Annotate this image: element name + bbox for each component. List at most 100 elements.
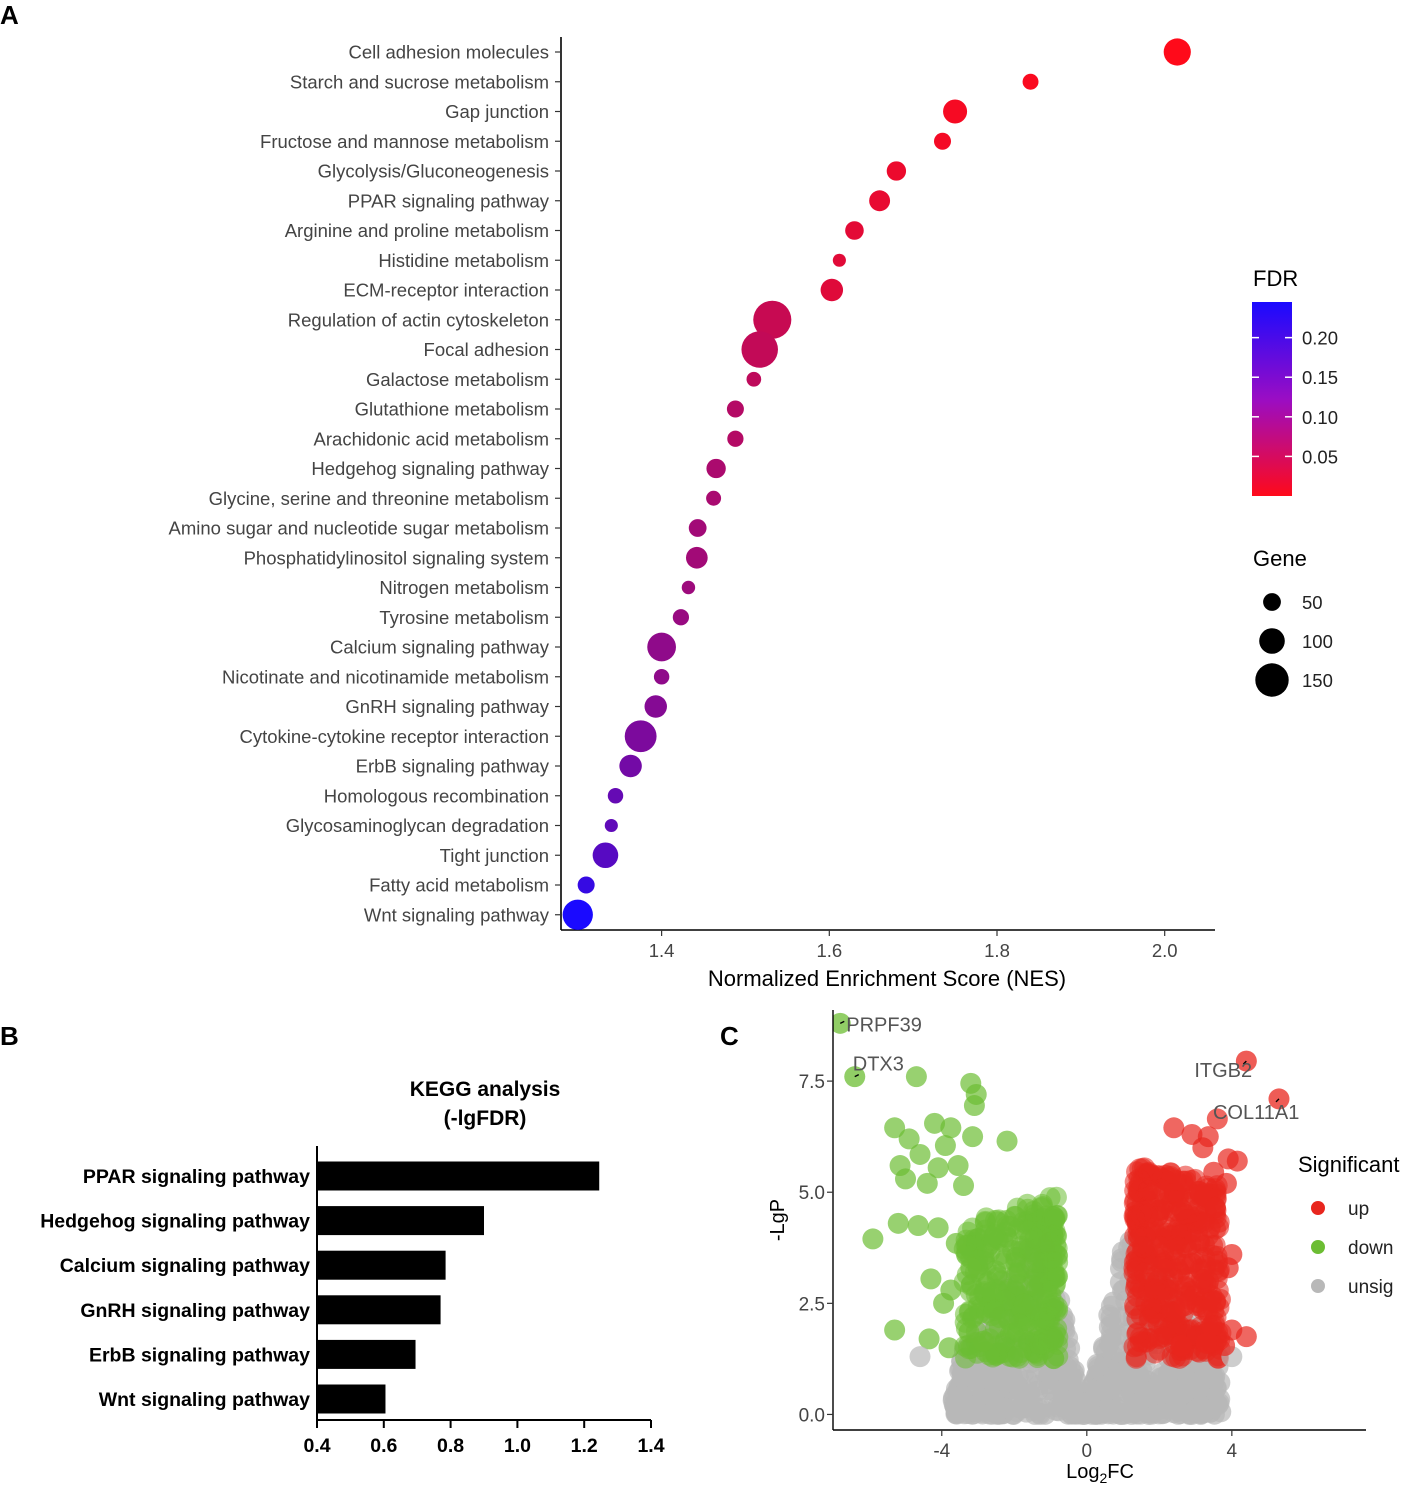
down-point (960, 1257, 982, 1279)
down-point (1005, 1251, 1027, 1273)
pathway-label: Wnt signaling pathway (364, 904, 550, 925)
pathway-dot (619, 754, 642, 778)
down-point (996, 1130, 1018, 1152)
down-point (953, 1175, 975, 1197)
pathway-dot (753, 300, 792, 339)
down-point (980, 1281, 1002, 1303)
up-point (1132, 1236, 1154, 1258)
kegg-bar (317, 1339, 416, 1369)
pathway-label: Starch and sucrose metabolism (290, 71, 549, 92)
down-point (1040, 1232, 1062, 1254)
pathway-dot (624, 720, 657, 753)
legend-label-down: down (1348, 1238, 1393, 1259)
down-point (862, 1228, 884, 1250)
up-point (1138, 1309, 1160, 1331)
up-point (1124, 1298, 1146, 1320)
unsig-point (1093, 1336, 1115, 1358)
panel-a-y-labels: Cell adhesion molecules Starch and sucros… (169, 42, 561, 925)
down-point (984, 1224, 1006, 1246)
up-point (1190, 1183, 1212, 1205)
pathway-label: Nicotinate and nicotinamide metabolism (222, 666, 549, 687)
gene-size-swatch (1259, 628, 1285, 654)
up-point (1169, 1236, 1191, 1258)
down-point (927, 1157, 949, 1179)
pathway-dot (943, 99, 968, 124)
pathway-dot (869, 190, 891, 212)
pathway-dot (644, 695, 667, 718)
x-tick-label: 0.4 (303, 1435, 330, 1457)
pathway-dot (562, 899, 593, 930)
pathway-dot (933, 132, 952, 150)
panel-b-title-line-1: KEGG analysis (410, 1078, 561, 1101)
pathway-label: Cytokine-cytokine receptor interaction (239, 726, 549, 747)
gene-label-leader (1275, 1098, 1280, 1103)
kegg-bar (317, 1161, 600, 1191)
down-point (947, 1155, 969, 1177)
down-point (1042, 1328, 1064, 1350)
pathway-label: Arachidonic acid metabolism (314, 428, 549, 449)
up-point (1130, 1203, 1152, 1225)
up-point (1192, 1137, 1214, 1159)
down-point (916, 1172, 938, 1194)
pathway-dot (1163, 38, 1191, 66)
down-point (1045, 1186, 1067, 1208)
panel-c-axes: 0.0 2.5 5.0 7.5 -4 0 4 (799, 1010, 1366, 1462)
pathway-label: ECM-receptor interaction (343, 280, 549, 301)
down-point (945, 1232, 967, 1254)
kegg-category-label: Wnt signaling pathway (99, 1389, 310, 1411)
unsig-point (1137, 1387, 1159, 1409)
down-point (884, 1319, 906, 1341)
colorbar-tick-label: 0.20 (1302, 328, 1338, 349)
pathway-label: Nitrogen metabolism (379, 577, 549, 598)
x-title-sub: 2 (1099, 1470, 1107, 1486)
up-point (1192, 1272, 1214, 1294)
down-point (918, 1328, 940, 1350)
gene-legend-items: 50 100 150 (1255, 592, 1333, 697)
panel-a-x-ticks: 1.4 1.6 1.8 2.0 (649, 930, 1178, 961)
down-point (905, 1066, 927, 1088)
up-point (1134, 1262, 1156, 1284)
down-point (940, 1117, 962, 1139)
colorbar-tick-label: 0.10 (1302, 407, 1338, 428)
gene-label: PRPF39 (846, 1014, 922, 1036)
kegg-bar (317, 1384, 386, 1414)
pathway-label: Fructose and mannose metabolism (260, 131, 549, 152)
panel-a-dot-plot: Cell adhesion molecules Starch and sucros… (169, 37, 1338, 991)
fdr-legend-ticks: 0.20 0.15 0.10 0.05 (1252, 328, 1338, 467)
down-point (1008, 1313, 1030, 1335)
x-tick-label: 0.6 (370, 1435, 397, 1457)
pathway-dot (592, 842, 619, 869)
down-point (927, 1217, 949, 1239)
panel-c-x-axis-title: Log2FC (1066, 1461, 1134, 1486)
unsig-point (1028, 1402, 1050, 1424)
down-point (933, 1292, 955, 1314)
up-point (1152, 1326, 1174, 1348)
panel-c-y-axis-title: -LgP (767, 1199, 789, 1241)
unsig-point (991, 1397, 1013, 1419)
down-point (1016, 1220, 1038, 1242)
down-point (963, 1095, 985, 1117)
down-point (972, 1330, 994, 1352)
up-point (1214, 1335, 1236, 1357)
unsig-point (1171, 1378, 1192, 1400)
down-point (1007, 1345, 1029, 1367)
pathway-label: Tight junction (440, 845, 549, 866)
pathway-label: Cell adhesion molecules (348, 42, 549, 63)
up-point (1126, 1323, 1148, 1345)
y-tick-label: 7.5 (799, 1072, 825, 1093)
x-tick-label: 1.4 (637, 1435, 664, 1457)
legend-label-up: up (1348, 1199, 1369, 1220)
pathway-label: Phosphatidylinositol signaling system (244, 547, 549, 568)
x-tick-label: 2.0 (1152, 940, 1178, 961)
unsig-point (963, 1398, 985, 1420)
pathway-dot (681, 580, 696, 595)
pathway-dot (886, 161, 907, 181)
pathway-label: Fatty acid metabolism (369, 875, 549, 896)
gene-size-swatch (1263, 593, 1281, 611)
pathway-dot (685, 546, 708, 569)
y-tick-label: 2.5 (799, 1294, 825, 1315)
panel-a-x-axis-title: Normalized Enrichment Score (NES) (708, 966, 1066, 991)
pathway-dot (672, 609, 690, 626)
pathway-dot (607, 788, 624, 804)
